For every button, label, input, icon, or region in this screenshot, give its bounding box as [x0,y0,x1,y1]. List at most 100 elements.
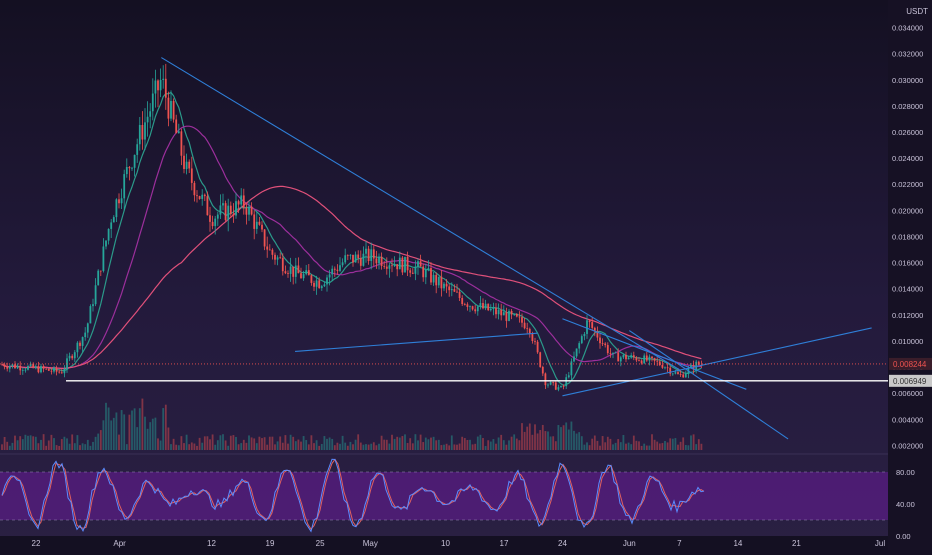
volume-bar [661,443,664,450]
date-tick-label: 17 [500,539,509,548]
candle-body [151,93,154,112]
volume-bar [671,438,674,450]
volume-bar [53,438,55,450]
volume-bar [370,443,373,450]
volume-bar [89,445,92,450]
candle-body [461,298,464,305]
candle-body [539,352,542,367]
volume-bar [658,443,661,450]
candle-body [47,368,50,371]
volume-bar [606,436,609,450]
volume-bar [401,436,404,450]
volume-bar [224,440,227,450]
candle-body [479,303,482,307]
candle-body [424,269,427,278]
candle-body [240,195,243,205]
candle-body [679,374,682,375]
oscillator-pane[interactable] [0,453,888,533]
volume-bar [690,435,692,450]
candle-body [388,265,391,269]
candle-body [495,307,497,315]
volume-bar [235,436,237,450]
volume-bar [596,440,599,450]
candle-body [482,303,484,309]
candle-body [544,373,547,386]
volume-bar [250,437,253,450]
time-axis[interactable]: 22 Apr 12 19 25 May 10 17 24 Jun 7 14 21 Jul [0,536,888,550]
candle-body [645,355,648,361]
volume-bar [21,439,24,450]
price-tick-label: 0.006000 [892,389,923,398]
oscillator-tick-label: 0.00 [896,532,911,541]
candle-body [583,333,586,337]
volume-bar [354,439,357,450]
price-tick-label: 0.016000 [892,259,923,268]
volume-bar [461,436,464,450]
date-tick-label: Apr [113,539,126,548]
candle-body [284,271,287,274]
volume-bar [383,439,386,450]
candle-body [362,253,365,266]
candle-body [146,116,149,123]
candle-body [110,222,113,229]
volume-bar [214,444,217,450]
volume-bar [526,426,529,450]
volume-bar [196,445,198,450]
volume-bar [482,438,484,450]
candle-body [144,122,146,140]
price-tick-label: 0.012000 [892,311,923,320]
volume-bar [107,407,110,450]
volume-bar [99,430,102,450]
candle-body [466,304,469,307]
volume-bar [32,436,35,450]
oscillator-band [0,472,888,520]
current-price-label: 0.008244 [893,360,927,369]
ma-mid-line [1,125,702,370]
candle-body [422,266,425,278]
volume-bar [263,437,266,450]
volume-bar [66,438,68,450]
candle-body [164,78,167,98]
volume-bar [627,442,630,450]
candle-body [669,367,672,374]
candle-body [1,364,3,366]
candle-body [302,274,305,279]
candle-body [133,154,136,168]
volume-bar [554,441,557,450]
candle-body [528,328,531,334]
volume-bar [115,412,118,450]
volume-bar [565,422,568,450]
candle-body [328,274,331,278]
candle-body [266,246,269,250]
volume-bar [417,440,419,450]
volume-bar [14,435,16,450]
candle-body [222,203,224,206]
volume-bar [385,439,388,450]
candle-body [515,314,518,317]
candle-body [690,364,692,369]
candle-body [677,372,679,375]
candle-body [627,357,630,360]
volume-bar [380,435,383,450]
candle-body [562,385,565,387]
candle-body [526,328,529,330]
candle-body [84,332,87,338]
candle-body [94,285,97,305]
volume-bar [362,444,365,450]
volume-bar [505,444,508,450]
volume-bar [313,443,315,450]
candle-body [346,255,349,257]
candle-body [578,343,581,349]
candle-body [622,354,625,358]
price-axis[interactable]: USDT 0.034000 0.032000 0.030000 0.028000 0.02… [888,0,932,550]
candle-body [333,268,336,270]
candle-body [339,265,341,271]
trendlines[interactable] [161,57,872,440]
volume-bar [276,441,279,450]
candle-body [695,361,698,370]
candle-body [261,224,263,230]
volume-bar [84,444,87,450]
horizontal-level[interactable] [0,363,888,382]
